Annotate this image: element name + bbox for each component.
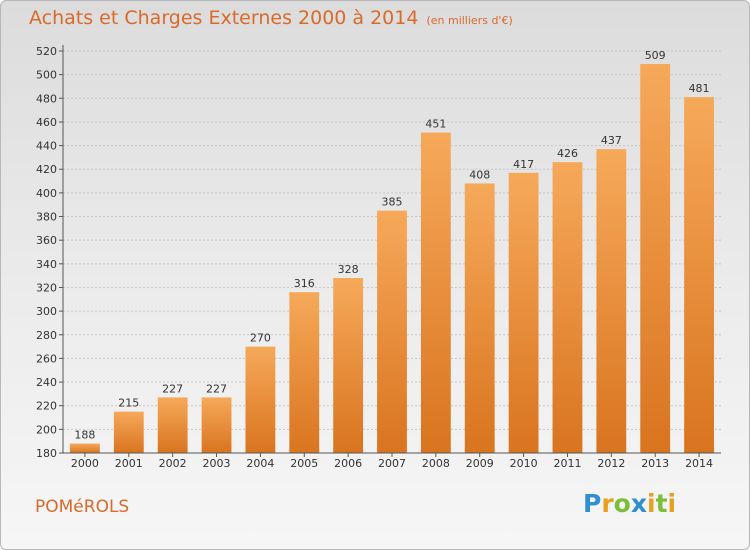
x-tick-label: 2004 bbox=[246, 457, 274, 470]
y-tick-label: 460 bbox=[36, 116, 57, 129]
bar bbox=[596, 149, 627, 453]
bar bbox=[377, 210, 407, 453]
bar-value-label: 408 bbox=[469, 168, 490, 181]
bar bbox=[113, 411, 144, 453]
y-tick-label: 260 bbox=[36, 352, 57, 365]
bar bbox=[157, 397, 188, 453]
y-tick-label: 500 bbox=[36, 69, 57, 82]
town-name: POMéROLS bbox=[35, 497, 130, 517]
logo-letter: r bbox=[601, 489, 614, 518]
x-tick-label: 2005 bbox=[290, 457, 318, 470]
y-tick-label: 180 bbox=[36, 447, 57, 460]
y-tick-label: 400 bbox=[36, 187, 57, 200]
bar-value-label: 509 bbox=[645, 49, 666, 62]
x-tick-label: 2007 bbox=[378, 457, 406, 470]
bar-value-label: 215 bbox=[118, 397, 139, 410]
bar-value-label: 385 bbox=[382, 196, 403, 209]
x-tick-label: 2014 bbox=[685, 457, 713, 470]
x-tick-label: 2000 bbox=[71, 457, 99, 470]
y-tick-label: 360 bbox=[36, 234, 57, 247]
y-tick-label: 340 bbox=[36, 258, 57, 271]
bar bbox=[70, 443, 100, 453]
bar bbox=[552, 162, 583, 453]
y-tick-label: 440 bbox=[36, 140, 57, 153]
bar bbox=[333, 278, 364, 453]
bar-value-label: 417 bbox=[513, 158, 534, 171]
logo-letter: P bbox=[583, 489, 602, 518]
bar-value-label: 426 bbox=[557, 147, 578, 160]
proxiti-logo: Proxiti bbox=[583, 489, 676, 518]
bar-value-label: 270 bbox=[250, 332, 271, 345]
y-tick-label: 380 bbox=[36, 211, 57, 224]
logo-letter: x bbox=[630, 489, 647, 518]
bar bbox=[684, 97, 714, 454]
x-tick-label: 2013 bbox=[641, 457, 669, 470]
bar-value-label: 227 bbox=[162, 382, 183, 395]
y-tick-label: 200 bbox=[36, 423, 57, 436]
x-tick-label: 2011 bbox=[553, 457, 581, 470]
bar bbox=[640, 64, 671, 453]
y-tick-label: 320 bbox=[36, 281, 57, 294]
y-tick-label: 240 bbox=[36, 376, 57, 389]
bar bbox=[464, 183, 495, 453]
bar-value-label: 437 bbox=[601, 134, 622, 147]
bar bbox=[245, 346, 276, 453]
x-tick-label: 2008 bbox=[422, 457, 450, 470]
chart-title-text: Achats et Charges Externes 2000 à 2014 bbox=[29, 7, 419, 29]
x-tick-label: 2002 bbox=[159, 457, 187, 470]
bar bbox=[420, 132, 451, 454]
labels: 180 200 220 240 260 280 300 320 340 360 380 400 420 4… bbox=[36, 45, 713, 470]
bar bbox=[508, 172, 539, 453]
y-tick-label: 280 bbox=[36, 329, 57, 342]
logo-letter: i bbox=[647, 489, 656, 518]
bar bbox=[201, 397, 232, 453]
chart-title: Achats et Charges Externes 2000 à 2014 (e… bbox=[29, 7, 513, 29]
bar-value-label: 328 bbox=[338, 263, 359, 276]
y-tick-label: 220 bbox=[36, 400, 57, 413]
x-tick-label: 2009 bbox=[466, 457, 494, 470]
x-tick-label: 2010 bbox=[510, 457, 538, 470]
x-tick-label: 2001 bbox=[115, 457, 143, 470]
bar-value-label: 481 bbox=[689, 82, 710, 95]
bar-value-label: 227 bbox=[206, 382, 227, 395]
bar-value-label: 451 bbox=[425, 118, 446, 131]
axes bbox=[59, 45, 721, 457]
chart-unit: (en milliers d'€) bbox=[426, 14, 513, 27]
y-tick-label: 300 bbox=[36, 305, 57, 318]
x-tick-label: 2012 bbox=[597, 457, 625, 470]
bar-value-label: 316 bbox=[294, 277, 315, 290]
logo-letter: t bbox=[655, 489, 668, 518]
y-tick-label: 520 bbox=[36, 45, 57, 58]
bar-value-label: 188 bbox=[74, 429, 95, 442]
y-tick-label: 420 bbox=[36, 163, 57, 176]
bars bbox=[70, 64, 714, 454]
logo-letter: o bbox=[613, 489, 631, 518]
bar bbox=[289, 292, 320, 453]
x-tick-label: 2006 bbox=[334, 457, 362, 470]
y-tick-label: 480 bbox=[36, 92, 57, 105]
x-tick-label: 2003 bbox=[203, 457, 231, 470]
logo-letter: i bbox=[667, 489, 677, 518]
